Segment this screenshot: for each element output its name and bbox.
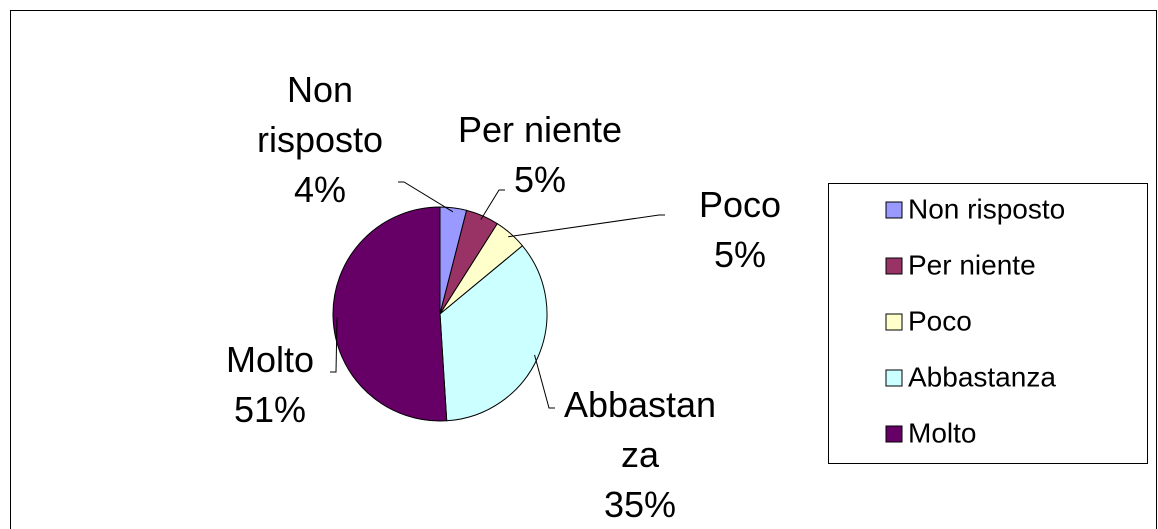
leader-line	[480, 189, 505, 220]
leader-line	[508, 214, 665, 238]
legend-swatch	[885, 425, 903, 443]
legend-box	[828, 183, 1148, 464]
label-value: 51%	[233, 389, 307, 430]
legend-label: Molto	[908, 417, 976, 448]
pie-slice	[332, 206, 448, 422]
legend-label: Abbastanza	[908, 361, 1056, 392]
label-name: Molto	[225, 339, 315, 380]
data-label: Molto 51%	[190, 335, 350, 435]
legend-swatch	[885, 257, 903, 275]
pie-slice	[439, 245, 548, 422]
legend-swatch	[885, 313, 903, 331]
label-value: 4%	[293, 169, 347, 210]
label-name: Per niente	[457, 109, 623, 150]
legend-swatch	[885, 201, 903, 219]
label-name: Abbastanza	[563, 384, 717, 475]
leader-line	[330, 317, 338, 373]
legend-swatch	[885, 369, 903, 387]
label-name: Non risposto	[256, 69, 384, 160]
frame	[10, 10, 1157, 529]
data-label: Per niente 5%	[430, 105, 650, 205]
legend-label: Non risposto	[908, 193, 1065, 224]
leader-line	[398, 181, 454, 213]
label-value: 35%	[603, 484, 677, 525]
data-label: Poco 5%	[660, 180, 820, 280]
legend-label: Poco	[908, 305, 972, 336]
data-label: Abbastanza 35%	[560, 380, 720, 529]
data-label: Non risposto 4%	[230, 65, 410, 215]
legend-label: Per niente	[908, 249, 1036, 280]
label-value: 5%	[713, 234, 767, 275]
label-name: Poco	[698, 184, 782, 225]
label-value: 5%	[513, 159, 567, 200]
leader-line	[534, 354, 555, 409]
